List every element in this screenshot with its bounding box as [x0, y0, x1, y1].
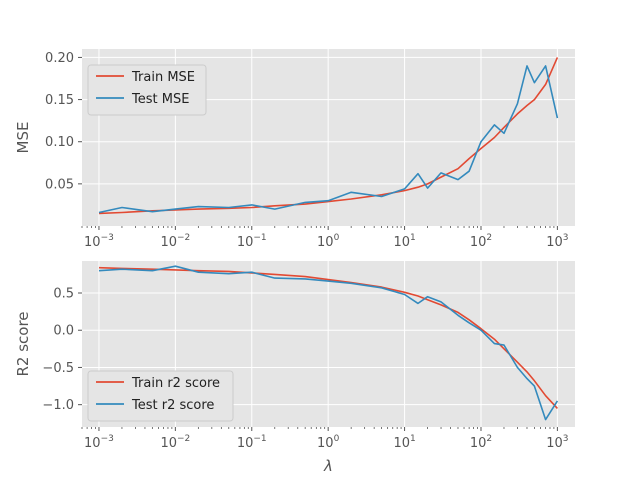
y-tick-label: 0.15	[45, 93, 74, 108]
x-tick-label: 100	[317, 233, 340, 250]
legend: Train r2 score Test r2 score	[87, 370, 234, 422]
x-tick-exponent: 0	[334, 233, 340, 243]
legend-entry: Train MSE	[131, 70, 195, 85]
y-axis-label: MSE	[14, 122, 32, 154]
x-tick-label: 10−3	[84, 434, 114, 451]
x-tick-exponent: −1	[253, 233, 266, 243]
legend-entry: Test r2 score	[131, 398, 214, 413]
y-tick-label: 0.10	[45, 135, 74, 150]
x-tick-exponent: 3	[563, 434, 569, 444]
y-tick-label: 0.05	[45, 177, 74, 192]
x-tick-label: 10−2	[160, 233, 190, 250]
x-tick-label: 100	[317, 434, 340, 451]
x-tick-exponent: −3	[101, 233, 114, 243]
x-tick-label: 101	[393, 434, 415, 451]
x-tick-label: 102	[470, 233, 492, 250]
x-tick-label: 10−1	[237, 233, 267, 250]
x-tick-exponent: 2	[486, 434, 492, 444]
mse-panel: 10−3 10−2 10−1 100 101 102 1030.050.100.150.20…	[14, 49, 575, 250]
x-tick-exponent: −2	[177, 233, 190, 243]
x-tick-label: 103	[546, 233, 568, 250]
y-tick-label: 0.20	[45, 51, 74, 66]
y-axis-label: R2 score	[14, 311, 32, 376]
r2-panel: 10−3 10−2 10−1 100 101 102 1030.50.0−0.5−1.0R2…	[14, 261, 575, 475]
x-tick-exponent: −1	[253, 434, 266, 444]
legend-box	[87, 370, 234, 422]
x-tick-exponent: −3	[101, 434, 114, 444]
legend: Train MSE Test MSE	[87, 64, 207, 116]
series-line-2	[98, 265, 559, 421]
x-axis-label: λ	[323, 457, 333, 475]
series-line-1	[98, 266, 558, 409]
y-tick-label: −1.0	[42, 398, 74, 413]
x-tick-label: 102	[470, 434, 492, 451]
x-tick-label: 10−1	[237, 434, 267, 451]
x-tick-exponent: 3	[563, 233, 569, 243]
y-tick-label: −0.5	[42, 361, 74, 376]
y-tick-label: 0.5	[53, 287, 74, 302]
legend-entry: Test MSE	[131, 92, 189, 107]
x-tick-label: 103	[546, 434, 568, 451]
series-line-2	[98, 65, 559, 214]
x-tick-label: 10−2	[160, 434, 190, 451]
x-tick-exponent: 2	[486, 233, 492, 243]
x-tick-label: 10−3	[84, 233, 114, 250]
x-tick-exponent: −2	[177, 434, 190, 444]
x-tick-exponent: 0	[334, 434, 340, 444]
x-tick-exponent: 1	[410, 434, 416, 444]
x-tick-label: 101	[393, 233, 415, 250]
y-tick-label: 0.0	[53, 324, 74, 339]
legend-entry: Train r2 score	[131, 376, 220, 391]
x-tick-exponent: 1	[410, 233, 416, 243]
series-line-1	[98, 57, 559, 215]
legend-box	[87, 64, 207, 116]
